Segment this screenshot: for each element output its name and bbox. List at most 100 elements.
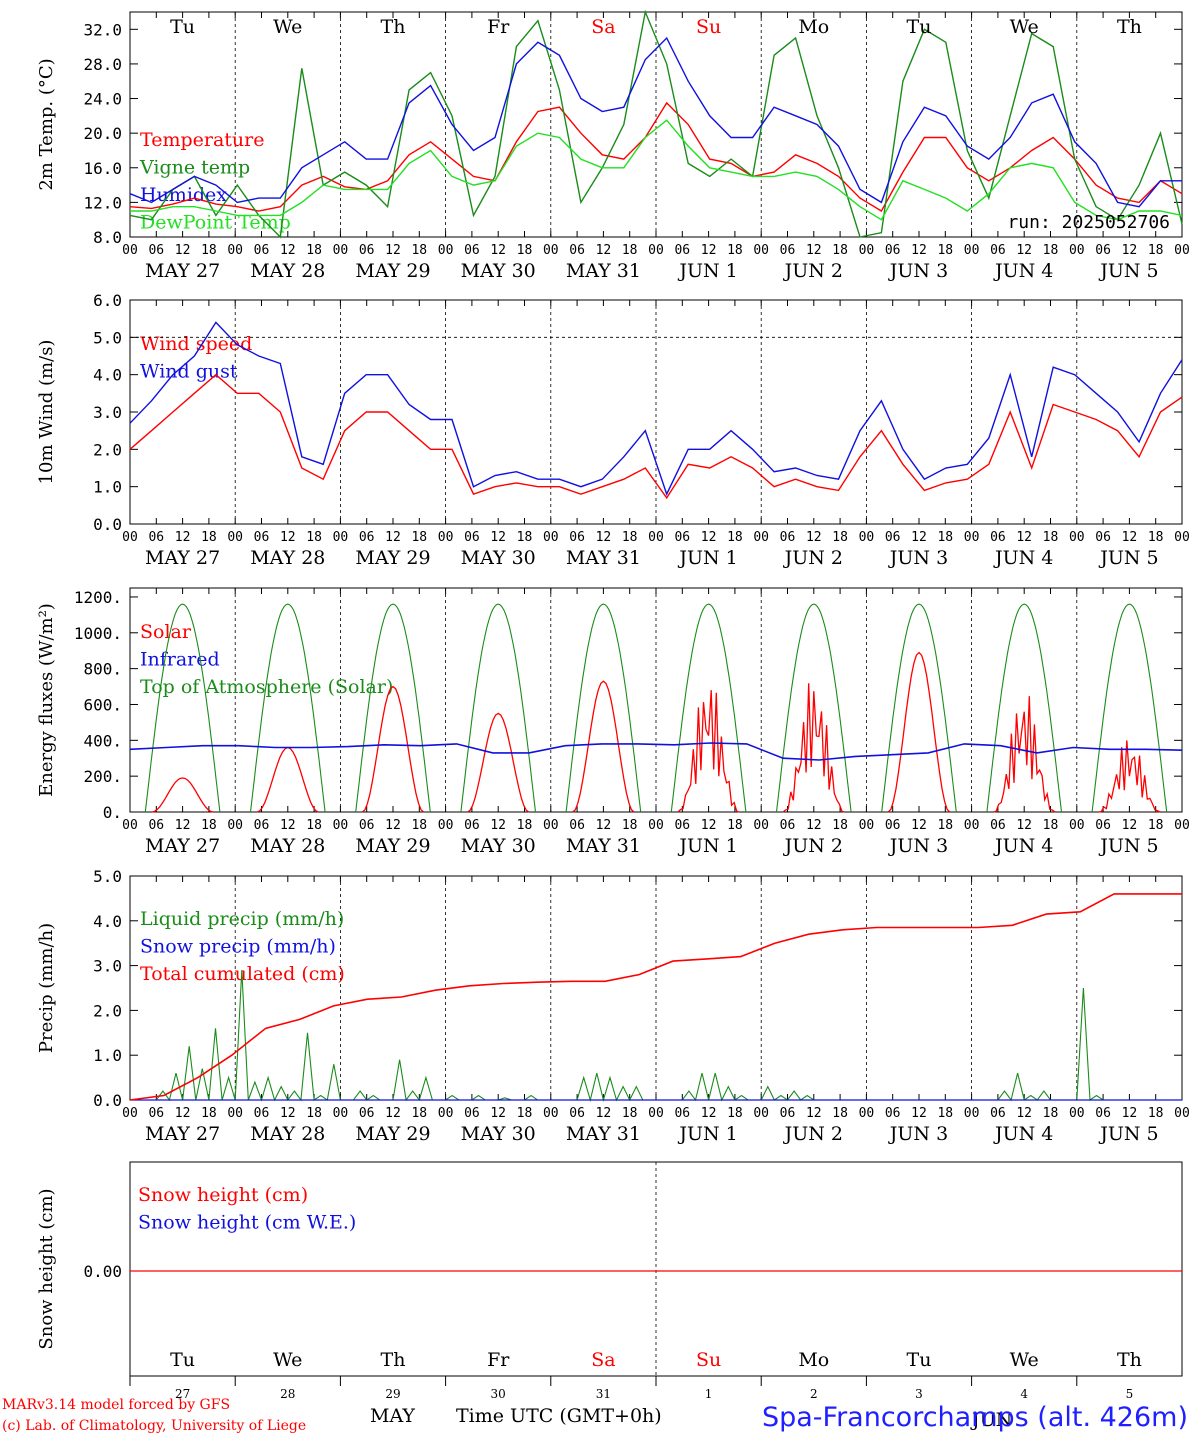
- toa-solar-line: [460, 603, 537, 813]
- hour-tick-label: 18: [1043, 1106, 1059, 1121]
- hour-tick-label: 06: [1095, 243, 1111, 258]
- legend-entry: Wind gust: [140, 361, 238, 383]
- hour-tick-label: 12: [1016, 530, 1032, 545]
- hour-tick-label: 06: [148, 530, 164, 545]
- hour-tick-label: 06: [569, 530, 585, 545]
- footer-month-jun: JUN: [970, 1409, 1012, 1431]
- hour-tick-label: 12: [175, 243, 191, 258]
- date-label: JUN 1: [677, 1123, 737, 1145]
- date-label: MAY 31: [566, 1123, 641, 1145]
- y-tick-label: 6.0: [93, 291, 122, 310]
- hour-tick-label: 18: [622, 1106, 638, 1121]
- hour-tick-label: 00: [122, 530, 138, 545]
- hour-tick-label: 12: [385, 1106, 401, 1121]
- y-tick-label: 3.0: [93, 957, 122, 976]
- date-label: MAY 31: [566, 835, 641, 857]
- hour-tick-label: 00: [1069, 530, 1085, 545]
- y-tick-label: 800.: [83, 660, 122, 679]
- hour-tick-label: 06: [885, 243, 901, 258]
- hour-tick-label: 06: [254, 1106, 270, 1121]
- date-label: JUN 1: [677, 547, 737, 569]
- solar-line: [677, 690, 740, 813]
- date-label: JUN 2: [783, 547, 843, 569]
- date-label: MAY 30: [461, 547, 536, 569]
- hour-tick-label: 12: [596, 1106, 612, 1121]
- weekday-label: Th: [381, 16, 406, 38]
- hour-tick-label: 12: [280, 243, 296, 258]
- hour-tick-label: 00: [227, 530, 243, 545]
- series-line: [129, 36, 1182, 208]
- hour-tick-label: 18: [937, 243, 953, 258]
- hour-tick-label: 18: [201, 1106, 217, 1121]
- weekday-label: Tu: [170, 16, 195, 38]
- hour-tick-label: 12: [385, 818, 401, 833]
- toa-solar-line: [986, 603, 1063, 813]
- hour-tick-label: 00: [438, 530, 454, 545]
- date-label: MAY 29: [355, 835, 430, 857]
- weekday-label: Mo: [798, 16, 829, 38]
- hour-tick-label: 00: [438, 243, 454, 258]
- hour-tick-label: 18: [937, 1106, 953, 1121]
- hour-tick-label: 12: [1122, 530, 1138, 545]
- toa-solar-line: [775, 603, 852, 813]
- hour-tick-label: 18: [1148, 243, 1164, 258]
- hour-tick-label: 12: [806, 1106, 822, 1121]
- hour-tick-label: 00: [859, 243, 875, 258]
- footer-lab-credit: (c) Lab. of Climatology, University of L…: [2, 1418, 307, 1434]
- legend-entry: DewPoint Temp: [140, 212, 291, 234]
- weekday-label: We: [273, 1349, 302, 1371]
- hour-tick-label: 18: [937, 818, 953, 833]
- solar-line: [361, 685, 425, 813]
- y-tick-label: 5.0: [93, 328, 122, 347]
- hour-tick-label: 12: [806, 243, 822, 258]
- legend-entry: Humidex: [140, 184, 227, 206]
- date-label: MAY 31: [566, 260, 641, 282]
- hour-tick-label: 00: [964, 243, 980, 258]
- y-tick-label: 32.0: [83, 20, 122, 39]
- hour-tick-label: 18: [1148, 818, 1164, 833]
- solar-line: [1098, 740, 1161, 813]
- hour-tick-label: 12: [911, 243, 927, 258]
- date-label: JUN 3: [888, 1123, 948, 1145]
- weekday-label: Fr: [487, 1349, 510, 1371]
- hour-tick-label: 18: [622, 243, 638, 258]
- weekday-label: Th: [1117, 1349, 1142, 1371]
- toa-solar-line: [144, 603, 221, 813]
- hour-tick-label: 18: [201, 818, 217, 833]
- date-label: MAY 28: [250, 835, 325, 857]
- weekday-label: Su: [696, 16, 721, 38]
- hour-tick-label: 18: [411, 1106, 427, 1121]
- toa-solar-line: [1091, 603, 1168, 813]
- hour-tick-label: 18: [306, 530, 322, 545]
- day-number-label: 30: [491, 1387, 506, 1401]
- hour-tick-label: 06: [254, 818, 270, 833]
- hour-tick-label: 12: [806, 818, 822, 833]
- cumulated-precip-line: [129, 893, 1182, 1101]
- hour-tick-label: 06: [148, 243, 164, 258]
- hour-tick-label: 00: [438, 818, 454, 833]
- weekday-label: We: [1010, 16, 1039, 38]
- hour-tick-label: 06: [1095, 818, 1111, 833]
- hour-tick-label: 06: [990, 530, 1006, 545]
- hour-tick-label: 06: [148, 818, 164, 833]
- hour-tick-label: 06: [569, 243, 585, 258]
- date-label: JUN 4: [993, 260, 1053, 282]
- hour-tick-label: 06: [990, 1106, 1006, 1121]
- panel-frame: [129, 299, 1183, 525]
- hour-tick-label: 06: [464, 1106, 480, 1121]
- hour-tick-label: 18: [1043, 818, 1059, 833]
- weekday-label: Tu: [907, 1349, 932, 1371]
- y-axis-label: 10m Wind (m/s): [36, 340, 57, 485]
- hour-tick-label: 18: [517, 818, 533, 833]
- solar-line: [151, 777, 214, 813]
- y-tick-label: 5.0: [93, 867, 122, 886]
- date-label: JUN 1: [677, 835, 737, 857]
- y-tick-label: 20.0: [83, 124, 122, 143]
- date-label: MAY 29: [355, 1123, 430, 1145]
- panel-frame: [129, 587, 1183, 813]
- hour-tick-label: 00: [964, 818, 980, 833]
- day-number-label: 28: [280, 1387, 295, 1401]
- series-line: [129, 321, 1183, 496]
- hour-tick-label: 00: [1069, 1106, 1085, 1121]
